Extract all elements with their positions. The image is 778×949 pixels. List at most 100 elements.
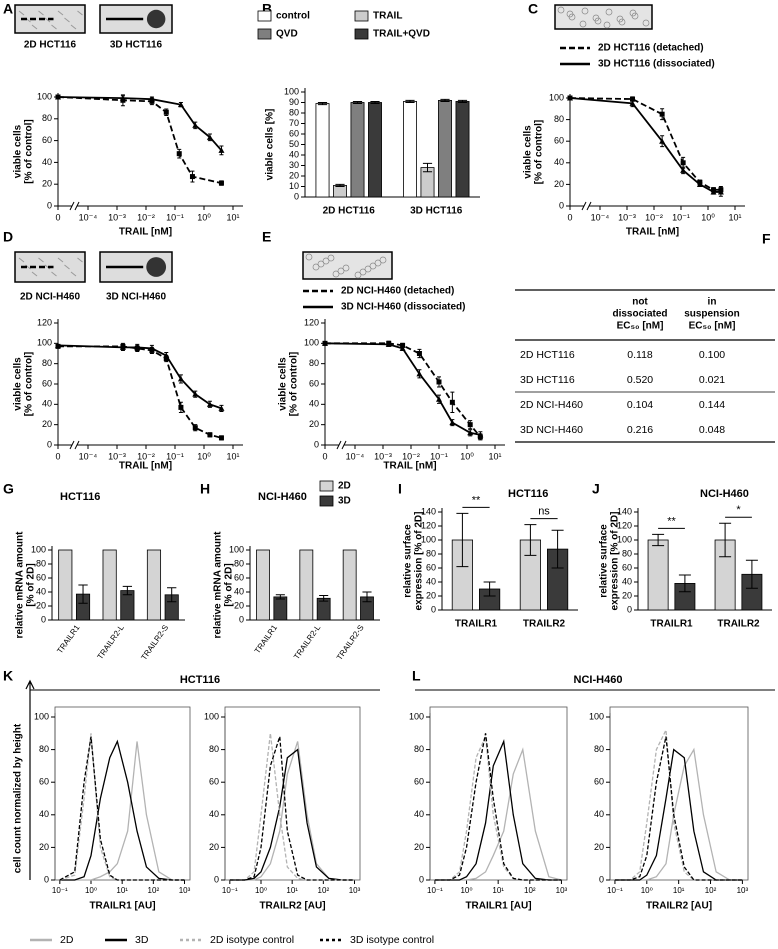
y-tick-label: 60 [42, 135, 52, 145]
cell [605, 8, 613, 16]
significance-label: * [736, 504, 741, 516]
y-tick-label: 20 [42, 179, 52, 189]
y-tick-label: 0 [294, 191, 299, 201]
x-tick-label: TRAILR2 [523, 619, 566, 630]
y-axis-label: [% of 2D] [26, 563, 37, 606]
x-tick-label: 10⁻¹ [222, 886, 238, 895]
x-tick-label: 10⁻³ [108, 212, 126, 222]
column-header: EC₅₀ [nM] [617, 321, 664, 332]
y-tick-label: 0 [599, 874, 604, 884]
cell [317, 260, 325, 268]
point [192, 122, 199, 128]
y-tick-label: 80 [426, 548, 436, 558]
x-tick-label: 10³ [556, 886, 568, 895]
point [477, 431, 484, 438]
x-tick-label: 10³ [737, 886, 749, 895]
y-tick-label: 20 [309, 419, 319, 429]
y-tick-label: 40 [554, 157, 564, 167]
y-tick-label: 60 [594, 777, 604, 787]
y-tick-label: 0 [44, 874, 49, 884]
x-tick-label: 10¹ [286, 886, 298, 895]
point [178, 404, 184, 410]
significance-label: ** [667, 515, 676, 527]
x-tick-label: 10⁻¹ [430, 451, 448, 461]
y-tick-label: 60 [289, 128, 299, 138]
axis-break [586, 201, 592, 211]
table-cell: 0.048 [699, 424, 725, 436]
error-bar [456, 512, 469, 568]
x-tick-label: 10⁻¹ [52, 886, 68, 895]
point [322, 340, 328, 346]
cell [312, 263, 320, 271]
y-tick-label: 100 [37, 91, 52, 101]
legend-label: 2D HCT116 (detached) [598, 43, 704, 54]
cell [354, 271, 362, 279]
x-tick-label: 10² [524, 886, 536, 895]
y-tick-label: 60 [309, 378, 319, 388]
x-tick-label: 2D HCT116 [323, 206, 376, 217]
y-tick-label: 80 [414, 744, 424, 754]
panel-letter: G [3, 481, 14, 497]
y-tick-label: 30 [289, 160, 299, 170]
point [177, 101, 184, 108]
axis-break-gap [584, 203, 589, 209]
cell [327, 254, 335, 262]
y-axis-label: [% of control] [534, 120, 545, 184]
y-tick-label: 100 [204, 711, 219, 721]
column-header: in [708, 297, 717, 308]
y-tick-label: 80 [36, 558, 46, 568]
fit-line [324, 342, 481, 436]
cell-texture [64, 264, 70, 270]
error-bar [319, 595, 329, 602]
bar [438, 100, 452, 198]
point [119, 95, 126, 101]
y-axis-label: [% of control] [289, 352, 300, 416]
y-tick-label: 80 [209, 744, 219, 754]
x-tick-label: 10⁻² [137, 212, 155, 222]
point [416, 351, 422, 356]
image-caption: 2D HCT116 [24, 40, 77, 51]
panel-letter: J [592, 481, 600, 497]
cell-texture [25, 264, 31, 270]
y-tick-label: 120 [304, 317, 319, 327]
bar [58, 549, 73, 621]
y-tick-label: 0 [41, 614, 46, 624]
y-tick-label: 140 [421, 506, 436, 516]
y-tick-label: 0 [47, 200, 52, 210]
x-tick-label: 0 [567, 212, 572, 222]
error-bar [275, 594, 285, 600]
x-tick-label: 10⁻¹ [607, 886, 623, 895]
x-tick-label: 10⁻² [645, 212, 663, 222]
point [163, 352, 170, 359]
y-axis-label: expression [% of 2D] [610, 512, 621, 611]
point [399, 345, 406, 351]
axis-break-gap [72, 442, 77, 448]
y-tick-label: 100 [409, 711, 424, 721]
y-axis-label: relative surface [403, 524, 414, 598]
cell-texture [51, 24, 57, 30]
legend-label: QVD [276, 29, 298, 40]
panel-title: HCT116 [508, 488, 548, 500]
legend-swatch [257, 10, 272, 22]
point [192, 391, 199, 397]
y-axis-label: viable cells [278, 357, 289, 411]
legend-label: 3D [135, 934, 149, 946]
cell-texture [70, 24, 77, 30]
y-tick-label: 60 [554, 136, 564, 146]
y-axis-label: expression [% of 2D] [414, 512, 425, 611]
panel-letter: K [3, 668, 13, 684]
point [189, 174, 195, 180]
cell-texture [44, 17, 51, 23]
y-tick-label: 40 [42, 157, 52, 167]
error-bar [362, 591, 372, 603]
legend-label: 2D [60, 934, 74, 946]
y-tick-label: 0 [314, 439, 319, 449]
axis-break [74, 440, 80, 450]
y-axis-label: relative mRNA amount [15, 531, 26, 639]
y-axis-label: viable cells [%] [265, 109, 276, 181]
table-cell: 0.100 [699, 349, 725, 361]
y-tick-label: 20 [414, 842, 424, 852]
y-tick-label: 20 [594, 842, 604, 852]
y-axis-label: [% of control] [24, 119, 35, 183]
